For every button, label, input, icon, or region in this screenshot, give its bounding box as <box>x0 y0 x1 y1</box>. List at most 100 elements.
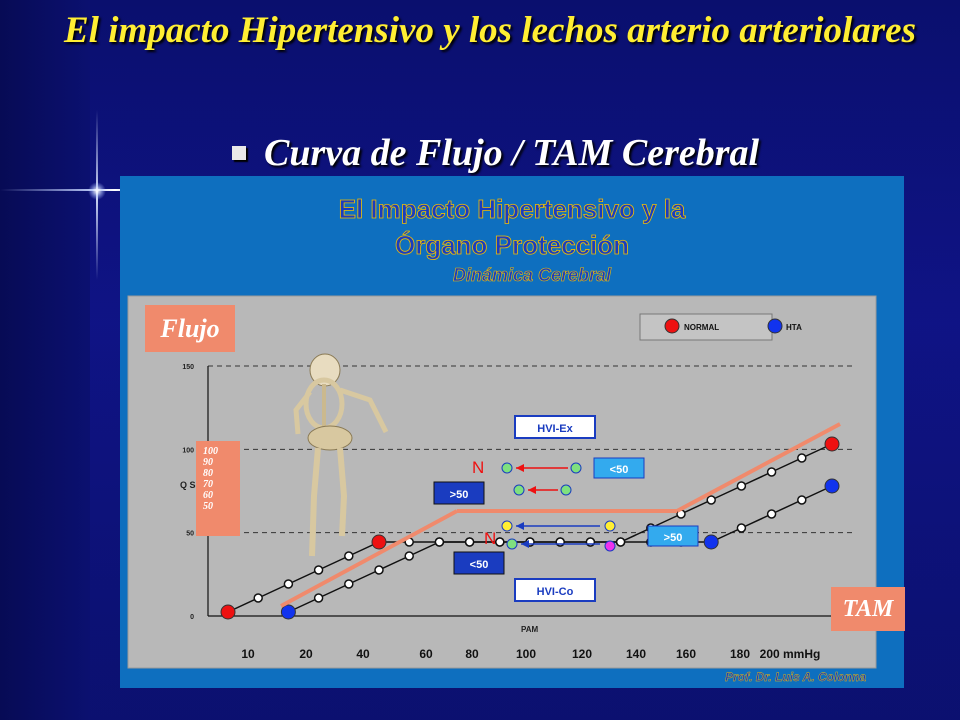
x-tick-labels: 10 20 40 60 80 100 120 140 160 180 200 mmHg <box>241 647 820 661</box>
tam-tag: TAM <box>831 587 905 631</box>
n-label-bottom: N <box>484 529 496 548</box>
figure-heading-line2: Órgano Protección <box>395 230 629 260</box>
point-normal <box>283 579 294 589</box>
trend-line-rise-2 <box>676 422 841 513</box>
marker-green-top <box>501 462 513 474</box>
point-normal <box>220 604 236 620</box>
point-hta <box>344 579 354 589</box>
y-tick-label: 0 <box>190 614 194 621</box>
hvi-ex-label: HVI-Ex <box>537 423 573 435</box>
data-series <box>220 436 840 620</box>
legend-box <box>639 313 773 341</box>
lt50-top-label: <50 <box>610 464 629 476</box>
point-hta <box>766 509 777 519</box>
figure-heading-line1: El Impacto Hipertensivo y la <box>339 194 686 224</box>
scale-value: 70 <box>203 479 213 490</box>
legend-hta-label: HTA <box>786 323 802 332</box>
figure-credit: Prof. Dr. Luis A. Colonna <box>725 670 866 684</box>
x-tick-label: 100 <box>516 647 536 661</box>
marker-yellow-2 <box>604 520 616 532</box>
gt50-bottom-label: >50 <box>664 532 683 544</box>
marker-green-top-2 <box>570 462 582 474</box>
marker-green-mid-2 <box>560 484 572 496</box>
flujo-tag: Flujo <box>145 305 235 352</box>
light-flare-horizontal <box>0 189 230 191</box>
point-normal <box>766 467 777 477</box>
gt50-top-label: >50 <box>450 489 469 501</box>
x-tick-label: 80 <box>465 647 479 661</box>
point-normal <box>824 436 840 452</box>
x-tick-label: 180 <box>730 647 750 661</box>
point-hta <box>434 537 445 547</box>
bullet-text: Curva de Flujo / TAM Cerebral <box>264 132 760 174</box>
skeleton-left-leg <box>309 447 321 557</box>
arrow-top-head <box>516 464 524 472</box>
n-label-top: N <box>472 458 484 477</box>
point-normal <box>344 551 354 561</box>
hvi-co-box <box>514 578 596 602</box>
x-tick-label: 40 <box>356 647 370 661</box>
skeleton-right-leg <box>337 447 348 537</box>
point-hta <box>280 604 296 620</box>
point-hta <box>736 523 747 533</box>
marker-magenta <box>604 540 616 552</box>
light-flare-center <box>88 182 106 200</box>
annotation-hvi-ex: HVI-Ex <box>514 415 596 439</box>
point-hta <box>585 537 596 547</box>
point-normal <box>797 453 807 463</box>
y-tick-label: 100 <box>182 447 194 454</box>
scale-value: 50 <box>203 501 213 512</box>
lt50-bottom-label: <50 <box>470 559 489 571</box>
point-normal <box>253 593 263 603</box>
y-tick-label: 50 <box>186 531 194 538</box>
plot-background <box>127 295 877 669</box>
x-tick-label: 120 <box>572 647 592 661</box>
hvi-co-label: HVI-Co <box>537 586 574 598</box>
marker-green-bottom <box>506 538 518 550</box>
x-tick-label: 20 <box>299 647 313 661</box>
point-hta <box>495 537 505 547</box>
x-tick-label: 10 <box>241 647 255 661</box>
slide-title: El impacto Hipertensivo y los lechos art… <box>64 10 916 51</box>
scale-value: 80 <box>203 468 213 479</box>
scale-value: 100 <box>203 446 218 457</box>
arrow-blue-2-head <box>521 540 529 548</box>
figure-svg: 0 50 100 150 10 20 40 60 80 100 120 140 160 180 200 m… <box>127 194 877 684</box>
hvi-ex-box <box>514 415 596 439</box>
y-axis-label: Q S <box>180 480 196 490</box>
legend-hta-marker <box>767 318 783 334</box>
x-tick-label: 60 <box>419 647 433 661</box>
point-hta <box>615 537 626 547</box>
slide-background-band <box>0 0 90 720</box>
marker-yellow <box>501 520 513 532</box>
point-normal <box>706 495 716 505</box>
point-normal <box>371 534 387 550</box>
y-tick-labels: 0 50 100 150 <box>182 364 194 621</box>
x-tick-label: 200 mmHg <box>760 647 821 661</box>
point-hta <box>797 495 807 505</box>
skeleton-left-arm <box>293 390 312 435</box>
scale-value: 60 <box>203 490 213 501</box>
point-hta <box>464 537 475 547</box>
lt50-top-box <box>593 457 645 479</box>
point-hta <box>313 593 324 603</box>
point-normal <box>736 481 747 491</box>
annotation-hvi-co: HVI-Co <box>514 578 596 602</box>
legend-normal-marker <box>664 318 680 334</box>
x-tick-label: 160 <box>676 647 696 661</box>
scale-values-box: 100 90 80 70 60 50 <box>196 441 240 536</box>
marker-green-mid <box>513 484 525 496</box>
bullet-square-icon <box>232 146 246 160</box>
arrow-blue-1-head <box>516 522 524 530</box>
skeleton-right-arm <box>339 387 389 434</box>
bullet-item: Curva de Flujo / TAM Cerebral <box>232 128 759 178</box>
scale-value: 90 <box>203 457 213 468</box>
figure-heading-line3: Dinámica Cerebral <box>453 265 612 285</box>
legend: NORMAL HTA <box>639 313 802 341</box>
point-hta <box>374 565 384 575</box>
gt50-bottom-box <box>647 525 699 547</box>
point-normal <box>313 565 324 575</box>
legend-normal-label: NORMAL <box>684 323 719 332</box>
x-axis-label: PAM <box>521 625 539 634</box>
gt50-top-box <box>433 481 485 505</box>
